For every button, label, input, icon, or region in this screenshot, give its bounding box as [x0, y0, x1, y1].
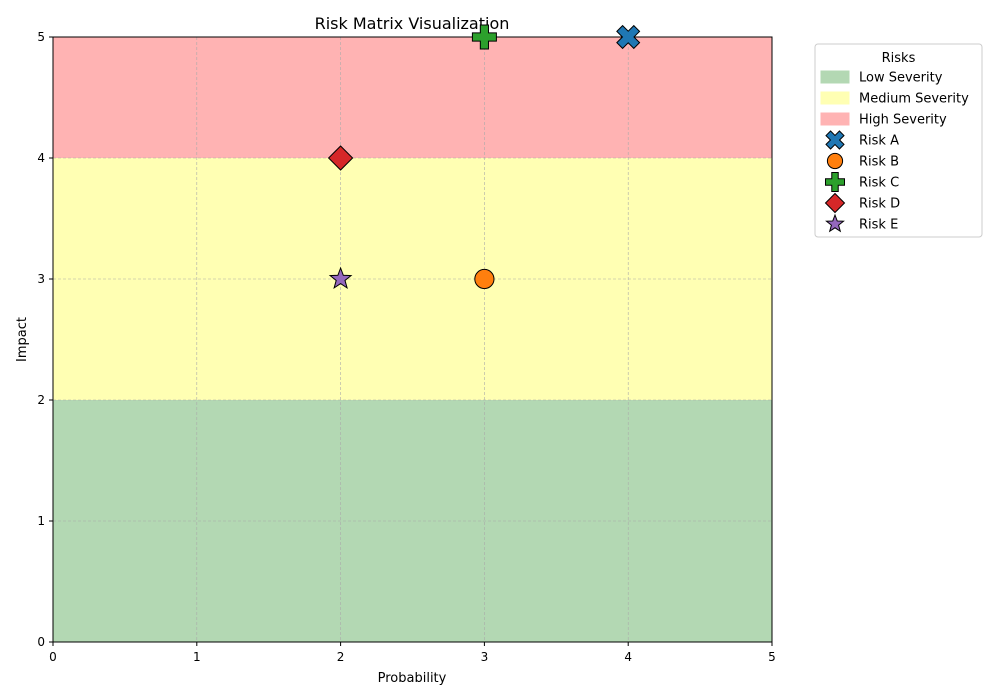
y-tick-label-5: 5 [37, 30, 45, 44]
legend-items: Low Severity Medium Severity High Severity… [820, 70, 969, 233]
y-tick-label-2: 2 [37, 393, 45, 407]
risk-point-4 [327, 145, 354, 171]
chart-title: Risk Matrix Visualization [315, 14, 510, 33]
severity-band-2 [53, 158, 772, 400]
risk-point-1 [616, 24, 641, 50]
severity-band-1 [53, 400, 772, 642]
x-tick-label-5: 5 [768, 650, 776, 664]
legend-label-risk-1: Risk A [859, 134, 899, 149]
legend-swatch-band-1 [820, 70, 850, 84]
legend-label-risk-2: Risk B [859, 155, 899, 170]
y-axis-label: Impact [15, 317, 30, 362]
legend-label-band-3: High Severity [859, 113, 947, 128]
legend-swatch-band-2 [820, 91, 850, 105]
severity-bands [53, 37, 772, 642]
legend-label-band-1: Low Severity [859, 71, 943, 86]
legend-label-risk-5: Risk E [859, 218, 898, 233]
risk-points [327, 24, 641, 290]
x-tick-label-3: 3 [481, 650, 489, 664]
x-tick-label-1: 1 [193, 650, 201, 664]
legend-label-band-2: Medium Severity [859, 92, 969, 107]
legend-marker-risk-5 [825, 213, 845, 233]
risk-point-5 [328, 266, 353, 290]
y-tick-label-1: 1 [37, 514, 45, 528]
y-tick-label-0: 0 [37, 635, 45, 649]
legend-swatch-band-3 [820, 112, 850, 126]
legend-marker-risk-4 [824, 192, 846, 214]
plot-frame [52, 36, 773, 643]
legend-marker-risk-3 [825, 172, 845, 192]
legend-box [814, 43, 983, 238]
risk-point-2 [474, 268, 495, 290]
legend-label-risk-4: Risk D [859, 197, 900, 212]
x-tick-label-0: 0 [49, 650, 57, 664]
y-tick-label-3: 3 [37, 272, 45, 286]
legend-title: Risks [882, 51, 916, 66]
legend: Risks Low Severity Medium Severity High Se… [814, 43, 983, 238]
severity-band-3 [53, 37, 772, 158]
legend-label-risk-3: Risk C [859, 176, 899, 191]
axis-ticks: 0 1 2 3 4 5 0 1 2 3 4 5 [37, 30, 775, 664]
legend-marker-risk-2 [826, 152, 844, 170]
x-tick-label-2: 2 [337, 650, 345, 664]
risk-point-3 [471, 24, 497, 50]
legend-marker-risk-1 [825, 130, 845, 150]
x-tick-label-4: 4 [624, 650, 632, 664]
y-tick-label-4: 4 [37, 151, 45, 165]
x-axis-label: Probability [378, 671, 447, 686]
